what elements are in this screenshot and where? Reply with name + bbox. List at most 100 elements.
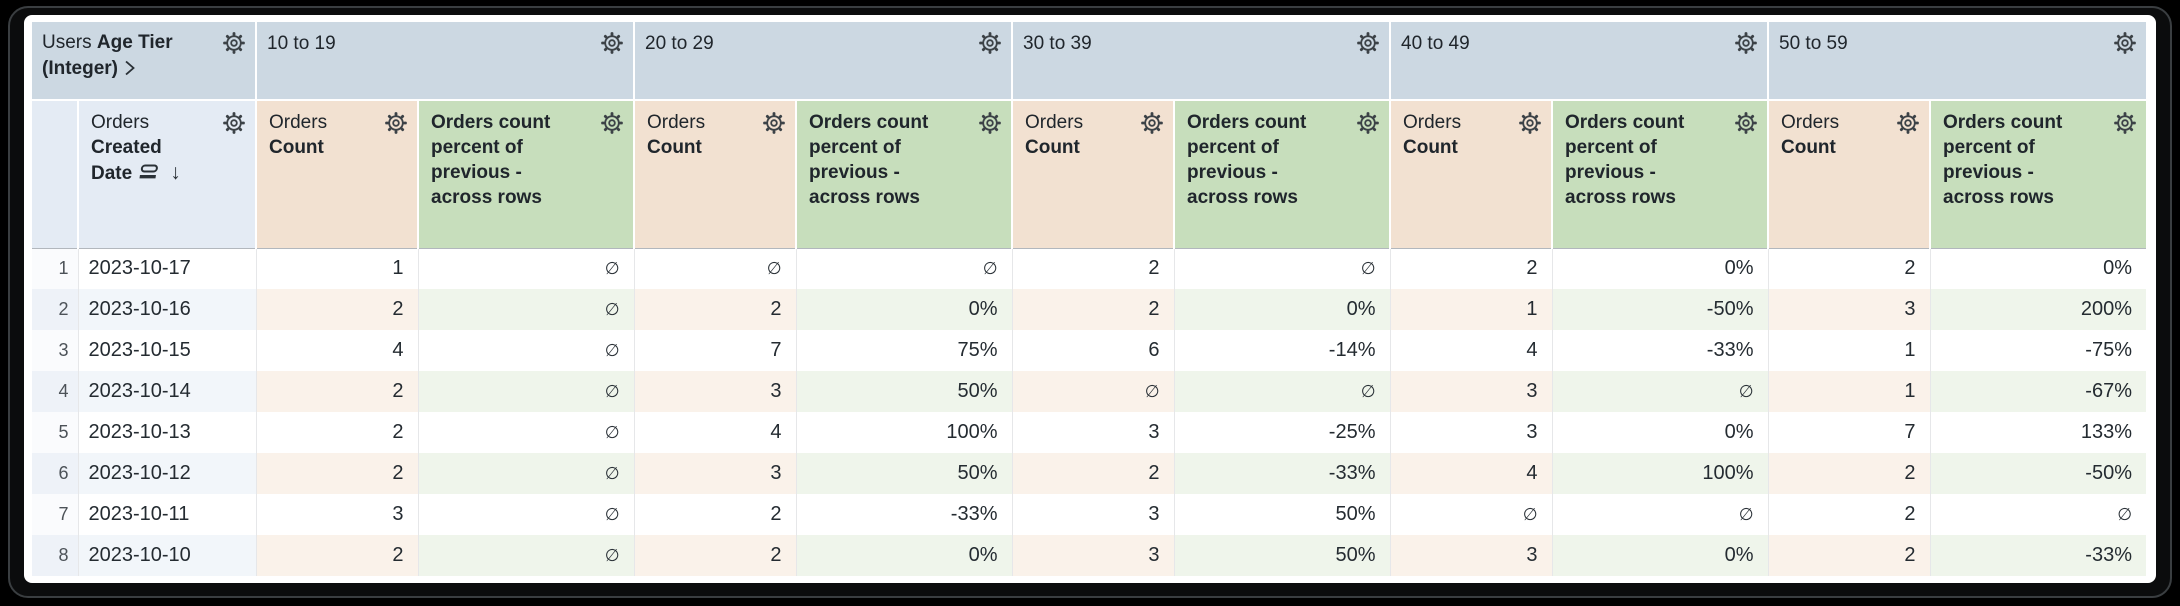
count-cell[interactable]: 2 (1012, 453, 1175, 494)
gear-icon[interactable] (1733, 110, 1759, 136)
count-cell[interactable]: 3 (1012, 412, 1175, 453)
count-cell[interactable]: 3 (1012, 535, 1175, 576)
count-cell[interactable]: 7 (1768, 412, 1931, 453)
percent-cell[interactable]: ∅ (1552, 371, 1769, 412)
gear-icon[interactable] (977, 110, 1003, 136)
percent-cell[interactable]: -50% (1552, 289, 1769, 330)
percent-cell[interactable]: 50% (796, 453, 1013, 494)
count-cell[interactable]: 4 (634, 412, 797, 453)
date-group-icon[interactable] (138, 164, 162, 182)
tier-header[interactable]: 50 to 59 (1768, 22, 2146, 101)
percent-cell[interactable]: ∅ (1174, 371, 1391, 412)
percent-cell[interactable]: 200% (1930, 289, 2146, 330)
date-cell[interactable]: 2023-10-13 (78, 412, 257, 453)
count-cell[interactable]: 2 (634, 535, 797, 576)
percent-cell[interactable]: 50% (1174, 494, 1391, 535)
gear-icon[interactable] (599, 30, 625, 56)
gear-icon[interactable] (2112, 30, 2138, 56)
date-cell[interactable]: 2023-10-17 (78, 248, 257, 289)
count-cell[interactable]: 3 (1768, 289, 1931, 330)
gear-icon[interactable] (1895, 110, 1921, 136)
percent-cell[interactable]: -33% (1552, 330, 1769, 371)
gear-icon[interactable] (1733, 30, 1759, 56)
count-measure-header[interactable]: Orders Count (256, 100, 419, 249)
gear-icon[interactable] (761, 110, 787, 136)
sort-descending-icon[interactable]: ↓ (170, 161, 181, 184)
count-cell[interactable]: 2 (1012, 289, 1175, 330)
gear-icon[interactable] (221, 30, 247, 56)
percent-measure-header[interactable]: Orders count percent of previous - acros… (1174, 100, 1391, 249)
count-cell[interactable]: 2 (1768, 453, 1931, 494)
count-cell[interactable]: 2 (256, 535, 419, 576)
percent-cell[interactable]: ∅ (418, 412, 635, 453)
date-cell[interactable]: 2023-10-14 (78, 371, 257, 412)
percent-cell[interactable]: ∅ (1930, 494, 2146, 535)
percent-cell[interactable]: ∅ (1174, 248, 1391, 289)
count-cell[interactable]: 4 (1390, 453, 1553, 494)
tier-header[interactable]: 20 to 29 (634, 22, 1013, 101)
count-cell[interactable]: 3 (634, 371, 797, 412)
date-cell[interactable]: 2023-10-10 (78, 535, 257, 576)
count-cell[interactable]: 2 (256, 412, 419, 453)
percent-cell[interactable]: -33% (1174, 453, 1391, 494)
gear-icon[interactable] (1139, 110, 1165, 136)
count-cell[interactable]: 2 (634, 494, 797, 535)
count-cell[interactable]: 2 (256, 371, 419, 412)
percent-cell[interactable]: 75% (796, 330, 1013, 371)
percent-cell[interactable]: 0% (1930, 248, 2146, 289)
percent-measure-header[interactable]: Orders count percent of previous - acros… (1930, 100, 2146, 249)
chevron-right-icon[interactable] (122, 59, 136, 77)
count-cell[interactable]: 2 (1390, 248, 1553, 289)
count-cell[interactable]: 3 (634, 453, 797, 494)
gear-icon[interactable] (383, 110, 409, 136)
count-measure-header[interactable]: Orders Count (1768, 100, 1931, 249)
count-cell[interactable]: 2 (1768, 535, 1931, 576)
percent-cell[interactable]: ∅ (1552, 494, 1769, 535)
date-cell[interactable]: 2023-10-15 (78, 330, 257, 371)
percent-measure-header[interactable]: Orders count percent of previous - acros… (796, 100, 1013, 249)
tier-header[interactable]: 10 to 19 (256, 22, 635, 101)
gear-icon[interactable] (1355, 30, 1381, 56)
percent-cell[interactable]: 0% (796, 535, 1013, 576)
gear-icon[interactable] (221, 110, 247, 136)
count-cell[interactable]: 1 (1768, 330, 1931, 371)
percent-cell[interactable]: -33% (1930, 535, 2146, 576)
percent-cell[interactable]: 0% (1552, 535, 1769, 576)
date-cell[interactable]: 2023-10-16 (78, 289, 257, 330)
percent-measure-header[interactable]: Orders count percent of previous - acros… (418, 100, 635, 249)
percent-cell[interactable]: 0% (1174, 289, 1391, 330)
gear-icon[interactable] (1517, 110, 1543, 136)
count-cell[interactable]: 2 (1768, 248, 1931, 289)
count-cell[interactable]: 2 (1012, 248, 1175, 289)
count-cell[interactable]: 2 (256, 289, 419, 330)
count-cell[interactable]: 6 (1012, 330, 1175, 371)
percent-cell[interactable]: 100% (1552, 453, 1769, 494)
gear-icon[interactable] (2112, 110, 2138, 136)
percent-cell[interactable]: -50% (1930, 453, 2146, 494)
percent-cell[interactable]: -67% (1930, 371, 2146, 412)
count-cell[interactable]: 4 (1390, 330, 1553, 371)
gear-icon[interactable] (1355, 110, 1381, 136)
date-cell[interactable]: 2023-10-11 (78, 494, 257, 535)
percent-cell[interactable]: ∅ (418, 535, 635, 576)
count-cell[interactable]: 1 (1768, 371, 1931, 412)
count-cell[interactable]: 3 (1390, 371, 1553, 412)
percent-cell[interactable]: -25% (1174, 412, 1391, 453)
percent-cell[interactable]: 133% (1930, 412, 2146, 453)
pivot-dimension-header[interactable]: Users Age Tier (Integer) (32, 22, 257, 101)
gear-icon[interactable] (599, 110, 625, 136)
count-cell[interactable]: ∅ (1390, 494, 1553, 535)
count-cell[interactable]: 3 (256, 494, 419, 535)
percent-cell[interactable]: 0% (1552, 412, 1769, 453)
count-cell[interactable]: 4 (256, 330, 419, 371)
percent-cell[interactable]: 100% (796, 412, 1013, 453)
tier-header[interactable]: 40 to 49 (1390, 22, 1769, 101)
percent-cell[interactable]: -14% (1174, 330, 1391, 371)
count-cell[interactable]: 2 (1768, 494, 1931, 535)
percent-cell[interactable]: ∅ (418, 248, 635, 289)
percent-cell[interactable]: 50% (1174, 535, 1391, 576)
percent-cell[interactable]: ∅ (418, 330, 635, 371)
percent-cell[interactable]: ∅ (418, 371, 635, 412)
count-cell[interactable]: 2 (256, 453, 419, 494)
count-cell[interactable]: ∅ (634, 248, 797, 289)
